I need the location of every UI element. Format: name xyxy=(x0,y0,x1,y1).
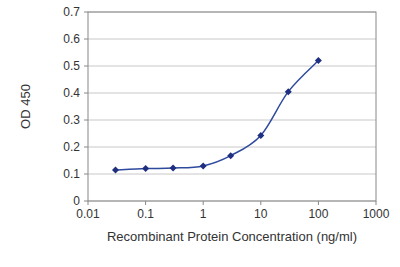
tick xyxy=(318,201,319,205)
data-point xyxy=(315,57,322,64)
plot-frame xyxy=(88,12,376,201)
tick xyxy=(376,201,377,205)
x-tick-label: 100 xyxy=(308,207,328,221)
tick xyxy=(203,201,204,205)
data-point xyxy=(227,152,234,159)
grid-line xyxy=(88,120,376,121)
grid-line xyxy=(88,147,376,148)
y-tick-label: 0.1 xyxy=(63,167,80,181)
y-tick-label: 0 xyxy=(73,194,80,208)
y-tick-label: 0.2 xyxy=(63,140,80,154)
x-axis-label: Recombinant Protein Concentration (ng/ml… xyxy=(107,229,357,244)
data-point xyxy=(112,166,119,173)
tick xyxy=(84,66,88,67)
data-point xyxy=(200,162,207,169)
grid-line xyxy=(88,174,376,175)
y-tick-label: 0.7 xyxy=(63,5,80,19)
grid-line xyxy=(88,93,376,94)
x-tick-label: 0.01 xyxy=(76,207,100,221)
tick xyxy=(84,174,88,175)
series-line xyxy=(115,61,318,170)
tick xyxy=(84,120,88,121)
y-axis-label: OD 450 xyxy=(18,84,33,129)
y-tick-label: 0.3 xyxy=(63,113,80,127)
data-point xyxy=(285,88,292,95)
tick xyxy=(84,93,88,94)
data-point xyxy=(257,132,264,139)
chart: 0 0.1 0.2 0.3 0.4 0.5 0.6 0.7 0.01 0.1 1 10 100 1000 R… xyxy=(0,0,400,267)
x-tick-label: 1000 xyxy=(363,207,390,221)
grid-line xyxy=(88,66,376,67)
y-tick-label: 0.6 xyxy=(63,32,80,46)
x-tick-label: 0.1 xyxy=(137,207,154,221)
x-tick-label: 1 xyxy=(200,207,207,221)
x-tick-label: 10 xyxy=(254,207,268,221)
data-point xyxy=(142,165,149,172)
plot-area xyxy=(112,57,322,173)
y-tick-label: 0.5 xyxy=(63,59,80,73)
y-tick-label: 0.4 xyxy=(63,86,80,100)
tick xyxy=(84,12,88,13)
data-point xyxy=(170,165,177,172)
tick xyxy=(260,201,261,205)
tick xyxy=(88,201,89,205)
tick xyxy=(84,147,88,148)
grid-line xyxy=(88,39,376,40)
tick xyxy=(84,39,88,40)
tick xyxy=(145,201,146,205)
tick xyxy=(84,201,88,202)
